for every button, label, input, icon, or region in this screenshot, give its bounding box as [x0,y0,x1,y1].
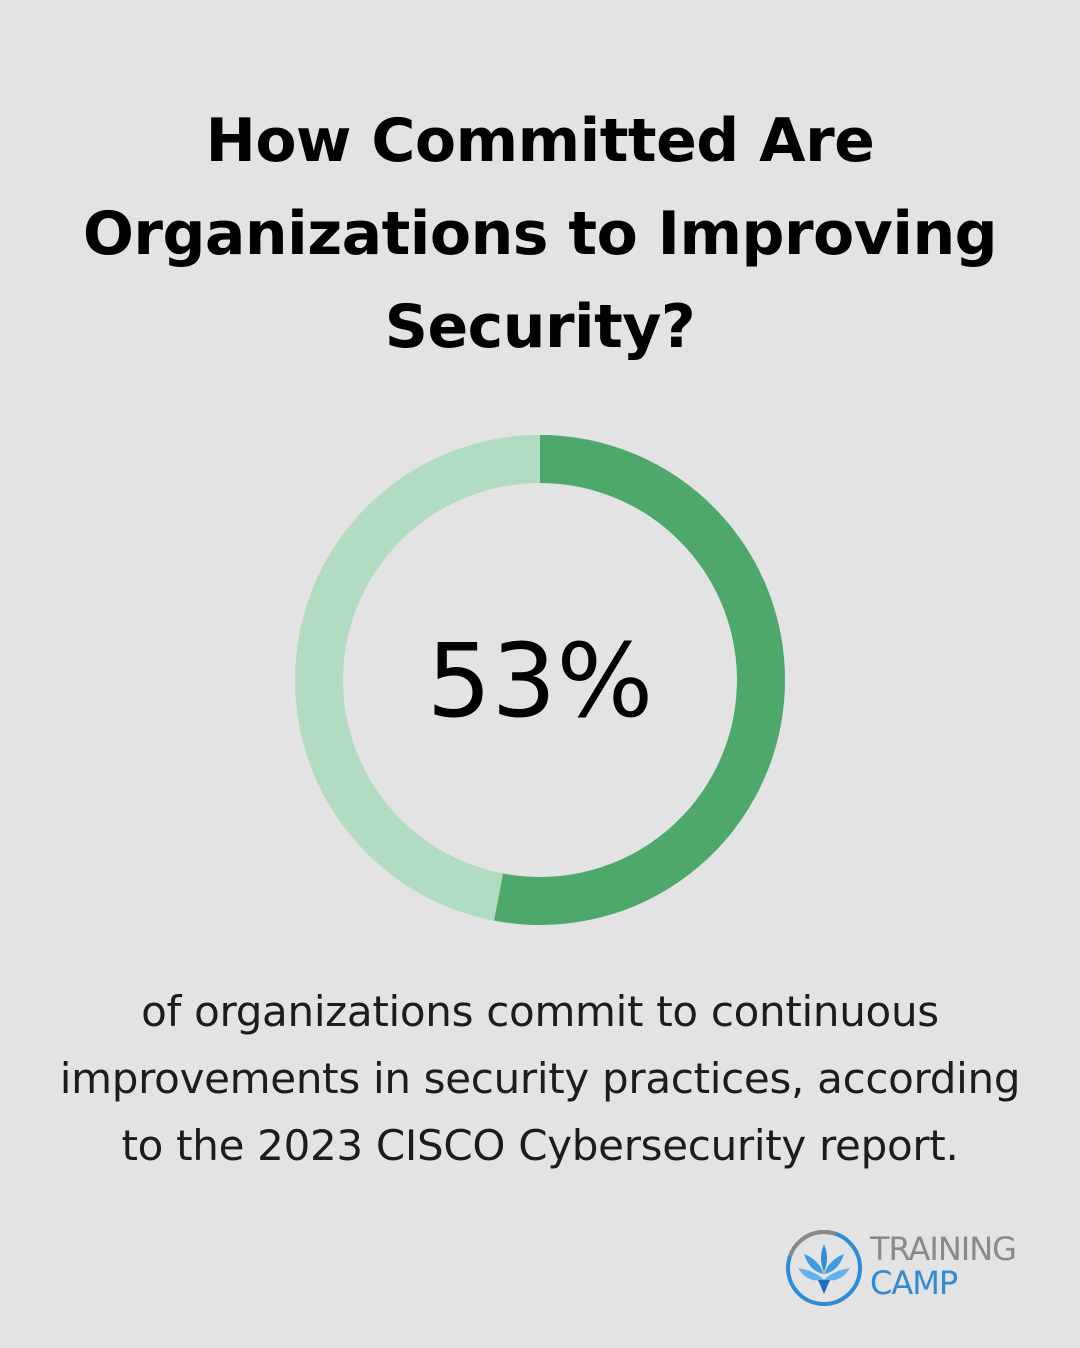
caption-line-3: to the 2023 CISCO Cybersecurity report. [121,1121,959,1170]
logo-wordmark: TRAINING CAMP [870,1230,1017,1302]
training-camp-logo: TRAINING CAMP [784,1228,1054,1310]
donut-value-arc [494,435,785,925]
stat-caption: of organizations commit to continuous im… [30,978,1050,1179]
title-line-3: Security? [384,292,696,362]
logo-text-training: TRAINING [870,1230,1017,1268]
caption-line-2: improvements in security practices, acco… [59,1054,1021,1103]
caption-line-1: of organizations commit to continuous [141,987,939,1036]
title-line-1: How Committed Are [205,106,875,176]
training-camp-logo-mark-icon [786,1230,862,1306]
donut-center-value: 53% [427,622,654,741]
donut-chart: 53% [295,435,785,925]
title-line-2: Organizations to Improving [82,199,998,269]
page-title: How Committed Are Organizations to Impro… [40,95,1040,374]
logo-text-camp: CAMP [870,1264,958,1302]
